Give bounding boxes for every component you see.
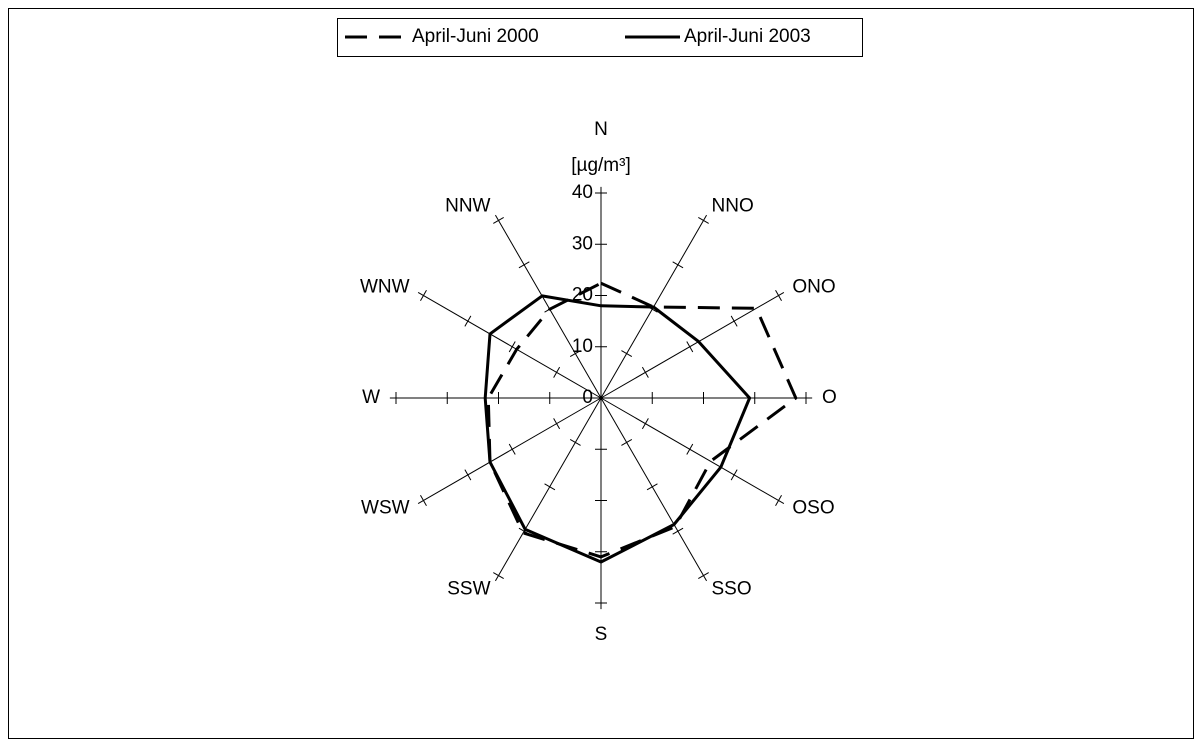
category-label: OSO (792, 498, 834, 519)
tick-mark (420, 495, 427, 506)
spoke (417, 291, 602, 399)
series-line (483, 294, 752, 564)
tick-mark (569, 350, 581, 358)
tick-mark (730, 469, 738, 481)
category-label: WNW (360, 277, 410, 298)
spoke (600, 397, 785, 505)
tick-mark (464, 315, 472, 327)
tick-mark (420, 290, 427, 301)
tick-mark (775, 290, 782, 301)
category-label: NNW (445, 196, 490, 217)
tick-label: 30 (572, 233, 593, 254)
tick-mark (641, 366, 649, 378)
tick-mark (553, 418, 561, 430)
tick-mark (518, 261, 530, 269)
legend: April-Juni 2000 April-Juni 2003 (337, 18, 863, 57)
tick-label: 40 (572, 182, 593, 203)
tick-mark (621, 438, 633, 446)
tick-mark (569, 438, 581, 446)
spoke (494, 397, 602, 582)
tick-mark (730, 315, 738, 327)
tick-mark (672, 527, 684, 535)
category-label: SSO (712, 578, 752, 599)
spoke (417, 397, 602, 505)
category-label: ONO (792, 277, 835, 298)
category-label: WSW (361, 498, 410, 519)
series-line (486, 281, 798, 559)
tick-mark (686, 443, 694, 455)
category-label: NNO (712, 196, 754, 217)
category-label: O (822, 387, 837, 408)
spoke (600, 291, 785, 399)
tick-mark (646, 483, 658, 491)
tick-label: 0 (582, 387, 593, 408)
category-label: W (362, 387, 380, 408)
chart-frame (8, 8, 1194, 739)
tick-mark (544, 483, 556, 491)
tick-mark (553, 366, 561, 378)
tick-label: 10 (572, 336, 593, 357)
category-label: S (595, 624, 608, 645)
spoke (600, 397, 708, 582)
category-label: SSW (447, 578, 490, 599)
tick-mark (775, 495, 782, 506)
tick-mark (508, 443, 516, 455)
tick-mark (698, 572, 709, 579)
spoke (494, 214, 602, 399)
tick-mark (686, 341, 694, 353)
legend-label: April-Juni 2003 (684, 26, 811, 47)
legend-label: April-Juni 2000 (412, 26, 539, 47)
tick-mark (508, 341, 516, 353)
tick-mark (493, 572, 504, 579)
tick-mark (464, 469, 472, 481)
tick-mark (641, 418, 649, 430)
legend-box (337, 18, 863, 57)
axis-unit: [µg/m³] (571, 155, 631, 176)
tick-mark (493, 217, 504, 224)
tick-mark (621, 350, 633, 358)
tick-mark (672, 261, 684, 269)
tick-mark (698, 217, 709, 224)
category-label: N (594, 119, 608, 140)
